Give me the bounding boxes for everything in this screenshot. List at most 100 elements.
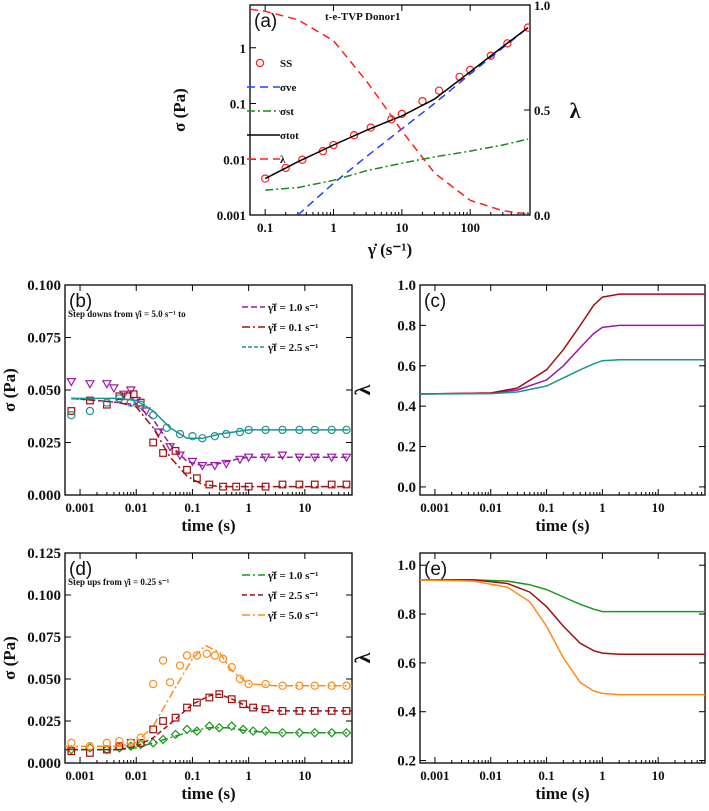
data-point: [238, 724, 249, 735]
panel-a: 0.1 1 10 100 0.001 0.01 0.1 1 0.0 0.5 1.0 λ γ̇ (s⁻¹)…: [170, 0, 581, 259]
panel-label: (c): [424, 291, 446, 312]
panel-label: (d): [69, 559, 92, 580]
data-point: [261, 425, 270, 435]
data-point: [159, 717, 167, 725]
data-point: [326, 727, 337, 738]
series-a-2: [265, 138, 529, 191]
data-point: [158, 734, 168, 745]
chart-title: t-e-TVP Donor1: [325, 11, 400, 23]
data-point: [136, 400, 145, 409]
data-point: [239, 700, 248, 709]
data-point: [187, 457, 198, 467]
data-point: [227, 663, 236, 672]
data-point: [342, 707, 351, 715]
data-point: [260, 174, 270, 183]
series-a-4: [250, 8, 529, 215]
data-point: [310, 681, 319, 690]
data-point: [198, 434, 207, 443]
y-tick-label: 0.050: [27, 383, 61, 399]
legend-label: SS: [280, 58, 292, 70]
x-tick-label: 0.1: [538, 768, 554, 783]
data-point: [503, 39, 512, 48]
data-point: [218, 654, 228, 664]
legend-label: σve: [280, 82, 296, 94]
legend-label: γ̇f = 1.0 s⁻¹: [267, 302, 318, 314]
data-point: [235, 674, 245, 684]
data-point: [342, 425, 351, 435]
plot-frame: [419, 552, 706, 764]
panel-c: 0.001 0.01 0.1 1 10 0.0 0.2 0.4 0.6 0.8 1.0 time (s…: [350, 278, 706, 535]
data-point: [102, 744, 112, 755]
data-point: [136, 733, 145, 743]
data-point: [108, 384, 119, 394]
data-point: [192, 474, 201, 483]
y-tick-label: 1.0: [397, 558, 416, 574]
x-tick-label: 1: [599, 500, 606, 515]
x-axis-label: time (s): [535, 784, 589, 803]
data-point: [341, 727, 352, 738]
y2-tick-label: 1.0: [534, 0, 550, 13]
y-tick-label: 0.050: [27, 672, 61, 688]
data-point: [115, 394, 124, 403]
panel-d: 0.001 0.01 0.1 1 10 0.000 0.025 0.050 0.075 0.100…: [0, 546, 353, 803]
data-point: [209, 462, 220, 471]
data-point: [261, 679, 270, 689]
series-a-3: [264, 27, 529, 180]
x-tick-label: 0.001: [420, 500, 449, 515]
data-point: [102, 398, 112, 407]
series-line: [420, 358, 705, 395]
x-tick-label: 10: [652, 768, 665, 783]
y-tick-label: 0.8: [397, 607, 416, 623]
y-tick-label: 0.000: [27, 756, 61, 772]
data-point: [115, 736, 124, 746]
series-e-1: [420, 579, 705, 656]
x-tick-label: 10: [298, 768, 311, 783]
data-point: [261, 705, 270, 714]
data-point: [148, 411, 158, 420]
plot-frame: [419, 284, 706, 496]
y-axis-label: σ (Pa): [0, 636, 19, 680]
data-point: [85, 742, 95, 751]
y-tick-label: 0.6: [397, 656, 416, 672]
data-point: [329, 140, 338, 150]
y-tick-label: 0.0: [397, 480, 416, 496]
data-point: [171, 447, 180, 455]
data-point: [86, 749, 94, 757]
data-point: [85, 406, 95, 416]
series-line: [71, 397, 349, 467]
legend-label: σst: [280, 106, 294, 118]
data-point: [170, 729, 181, 740]
data-point: [244, 425, 253, 435]
y-axis-label: σ (Pa): [170, 88, 189, 132]
x-tick-label: 10: [395, 220, 408, 235]
x-tick-label: 0.01: [125, 768, 148, 783]
series-c-0: [420, 324, 705, 395]
data-point: [341, 453, 352, 463]
data-point: [135, 739, 146, 750]
data-point: [192, 651, 202, 660]
x-tick-label: 0.01: [479, 500, 502, 515]
data-point: [294, 727, 305, 738]
y-tick-label: 0.100: [27, 588, 61, 604]
series-b-1: [67, 390, 351, 491]
series-line: [297, 27, 529, 215]
data-point: [486, 51, 495, 60]
data-point: [205, 480, 214, 489]
data-point: [342, 681, 351, 690]
x-tick-label: 100: [460, 220, 480, 235]
y-tick-label: 0.100: [27, 278, 61, 294]
data-point: [197, 462, 208, 471]
data-point: [221, 459, 232, 469]
y-tick-label: 0.001: [217, 208, 246, 223]
legend-label: γ̇f = 5.0 s⁻¹: [267, 610, 318, 622]
data-point: [202, 649, 211, 659]
series-line: [420, 579, 705, 613]
data-point: [310, 707, 319, 715]
x-tick-label: 0.1: [257, 220, 273, 235]
y-tick-label: 1: [240, 41, 247, 56]
series-line: [65, 693, 352, 751]
data-point: [175, 661, 185, 670]
x-tick-label: 1: [330, 220, 337, 235]
x-axis-label: time (s): [535, 516, 589, 535]
series-c-1: [420, 293, 705, 395]
